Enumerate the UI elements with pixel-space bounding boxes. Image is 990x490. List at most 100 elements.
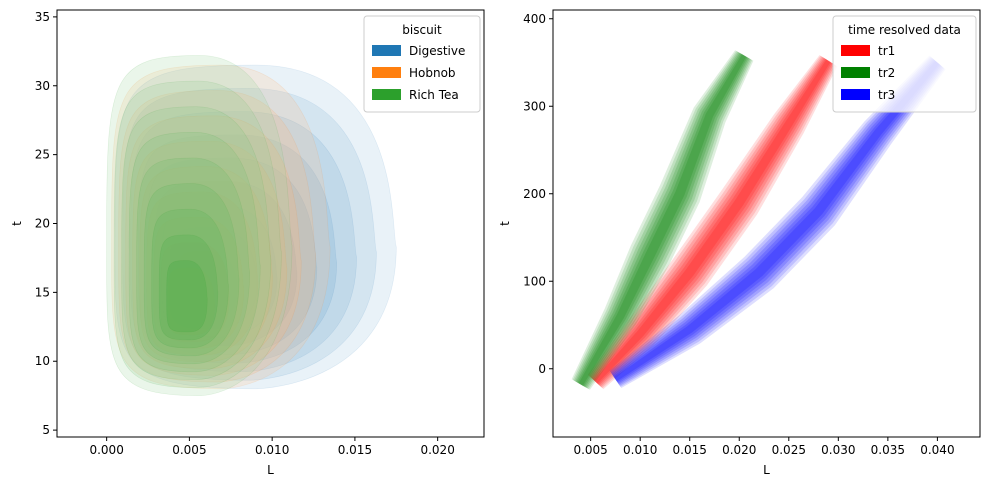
density-contour-level	[588, 55, 837, 389]
density-contour-level	[609, 55, 946, 388]
legend-box	[363, 15, 481, 113]
y-tick-label: 300	[523, 99, 546, 113]
series-tr1	[587, 55, 838, 390]
legend-entry-label: Rich Tea	[409, 88, 459, 102]
plot-area	[571, 50, 946, 390]
legend-box	[832, 15, 977, 113]
y-tick-label: 400	[523, 12, 546, 26]
density-contour-level	[593, 59, 831, 384]
density-contour-level	[587, 55, 838, 390]
y-tick-label: 30	[35, 79, 50, 93]
x-tick-label: 0.030	[821, 443, 855, 457]
density-contour-level	[114, 64, 397, 390]
density-contour-level	[132, 140, 288, 369]
density-contour-level	[158, 234, 219, 341]
y-tick-label: 5	[42, 423, 50, 437]
y-axis: 0 100 200 300 400 t	[498, 12, 553, 376]
plot-area	[106, 55, 397, 396]
x-tick-label: 0.025	[772, 443, 806, 457]
x-axis: 0.005 0.010 0.015 0.020 0.025 0.030 0.035 0.040…	[573, 437, 955, 477]
legend-swatch	[372, 89, 401, 100]
density-contour-level	[111, 64, 331, 390]
density-contour-level	[578, 54, 747, 386]
x-tick-label: 0.005	[573, 443, 607, 457]
density-contour-level	[574, 51, 751, 389]
y-axis-label: t	[498, 221, 512, 226]
density-contour-level	[139, 166, 273, 363]
x-tick-label: 0.035	[871, 443, 905, 457]
y-tick-label: 15	[35, 285, 50, 299]
legend: biscuit Digestive Hobnob Rich Tea	[363, 15, 481, 113]
left-chart-panel: 0.000 0.005 0.010 0.015 0.020 L 5 10 15 20 25 30 35 t…	[10, 9, 485, 477]
density-contour-level	[121, 106, 272, 381]
density-contour-level	[151, 208, 229, 349]
density-contour-level	[130, 111, 357, 372]
y-tick-label: 10	[35, 354, 50, 368]
x-tick-label: 0.000	[89, 443, 123, 457]
density-contour-level	[610, 56, 945, 387]
legend-title: biscuit	[402, 23, 442, 37]
series-rich-tea	[106, 55, 293, 396]
density-contour-level	[138, 134, 338, 364]
x-axis-label: L	[267, 463, 274, 477]
series-tr2	[571, 50, 754, 390]
legend-swatch	[372, 67, 401, 78]
density-contour-level	[125, 115, 302, 376]
legend-swatch	[841, 67, 870, 78]
right-chart-panel: 0.005 0.010 0.015 0.020 0.025 0.030 0.035 0.040…	[498, 9, 981, 477]
axes-frame	[552, 9, 981, 438]
x-axis: 0.000 0.005 0.010 0.015 0.020 L	[89, 437, 455, 477]
density-contour-level	[118, 90, 316, 383]
density-contour-level	[611, 58, 943, 385]
x-tick-label: 0.040	[920, 443, 954, 457]
density-contour-level	[177, 250, 238, 321]
legend-entry-label: tr3	[878, 88, 895, 102]
density-contour-level	[576, 52, 749, 388]
legend: time resolved data tr1 tr2 tr3	[832, 15, 977, 113]
density-contour-level	[136, 157, 250, 365]
density-contour-level	[169, 227, 258, 330]
legend-entry-label: Digestive	[409, 44, 465, 58]
y-tick-label: 200	[523, 187, 546, 201]
density-contour-level	[167, 267, 216, 336]
y-tick-label: 35	[35, 10, 50, 24]
x-tick-label: 0.015	[673, 443, 707, 457]
density-contour-level	[161, 204, 278, 338]
legend-entry-label: tr2	[878, 66, 895, 80]
density-contour-level	[128, 132, 261, 373]
density-contour-level	[589, 56, 836, 388]
legend-swatch	[841, 45, 870, 56]
series-digestive	[114, 64, 397, 390]
y-tick-label: 100	[523, 274, 546, 288]
density-contour-level	[591, 58, 833, 386]
x-axis-label: L	[763, 463, 770, 477]
density-contour-level	[145, 157, 318, 355]
density-contour-level	[592, 58, 832, 385]
density-contour-level	[590, 57, 834, 387]
density-contour-level	[153, 216, 244, 349]
legend-entry-label: tr1	[878, 44, 895, 58]
density-contour-level	[143, 183, 240, 357]
density-contour-level	[113, 80, 282, 389]
y-tick-label: 20	[35, 217, 50, 231]
density-contour-level	[611, 57, 944, 386]
density-contour-level	[575, 52, 750, 388]
density-contour-level	[146, 191, 259, 356]
legend-swatch	[372, 45, 401, 56]
density-contour-level	[153, 180, 298, 347]
x-tick-label: 0.010	[623, 443, 657, 457]
series-hobnob	[111, 64, 331, 390]
y-tick-label: 25	[35, 148, 50, 162]
legend-swatch	[841, 89, 870, 100]
x-tick-label: 0.020	[420, 443, 454, 457]
density-contour-level	[571, 50, 754, 390]
density-contour-level	[577, 53, 748, 387]
x-tick-label: 0.010	[255, 443, 289, 457]
y-axis: 5 10 15 20 25 30 35 t	[10, 10, 57, 437]
density-contour-level	[160, 242, 230, 342]
density-contour-level	[166, 260, 208, 333]
density-contour-level	[122, 88, 377, 381]
y-axis-label: t	[10, 221, 24, 226]
legend-entry-label: Hobnob	[409, 66, 456, 80]
